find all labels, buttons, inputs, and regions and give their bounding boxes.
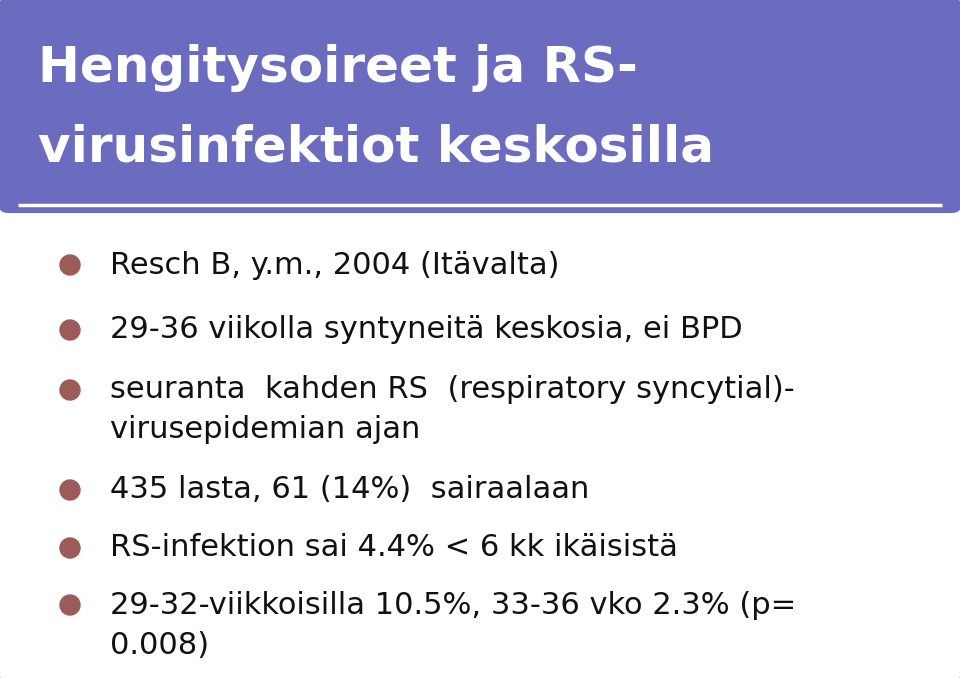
Text: 435 lasta, 61 (14%)  sairaalaan: 435 lasta, 61 (14%) sairaalaan xyxy=(110,475,589,504)
Circle shape xyxy=(60,480,80,500)
Text: RS-infektion sai 4.4% < 6 kk ikäisistä: RS-infektion sai 4.4% < 6 kk ikäisistä xyxy=(110,534,678,563)
Text: 29-36 viikolla syntyneitä keskosia, ei BPD: 29-36 viikolla syntyneitä keskosia, ei B… xyxy=(110,315,743,344)
Text: 29-32-viikkoisilla 10.5%, 33-36 vko 2.3% (p=: 29-32-viikkoisilla 10.5%, 33-36 vko 2.3%… xyxy=(110,591,796,620)
Circle shape xyxy=(60,538,80,558)
Text: seuranta  kahden RS  (respiratory syncytial)-: seuranta kahden RS (respiratory syncytia… xyxy=(110,376,795,405)
FancyBboxPatch shape xyxy=(0,0,960,213)
Bar xyxy=(8,173,952,213)
Text: Resch B, y.m., 2004 (Itävalta): Resch B, y.m., 2004 (Itävalta) xyxy=(110,250,560,279)
Text: virusepidemian ajan: virusepidemian ajan xyxy=(110,416,420,445)
Text: Hengitysoireet ja RS-: Hengitysoireet ja RS- xyxy=(38,44,637,92)
Circle shape xyxy=(60,320,80,340)
Circle shape xyxy=(60,380,80,400)
Circle shape xyxy=(60,595,80,615)
Text: 0.008): 0.008) xyxy=(110,631,209,660)
Circle shape xyxy=(60,255,80,275)
Text: virusinfektiot keskosilla: virusinfektiot keskosilla xyxy=(38,124,714,172)
